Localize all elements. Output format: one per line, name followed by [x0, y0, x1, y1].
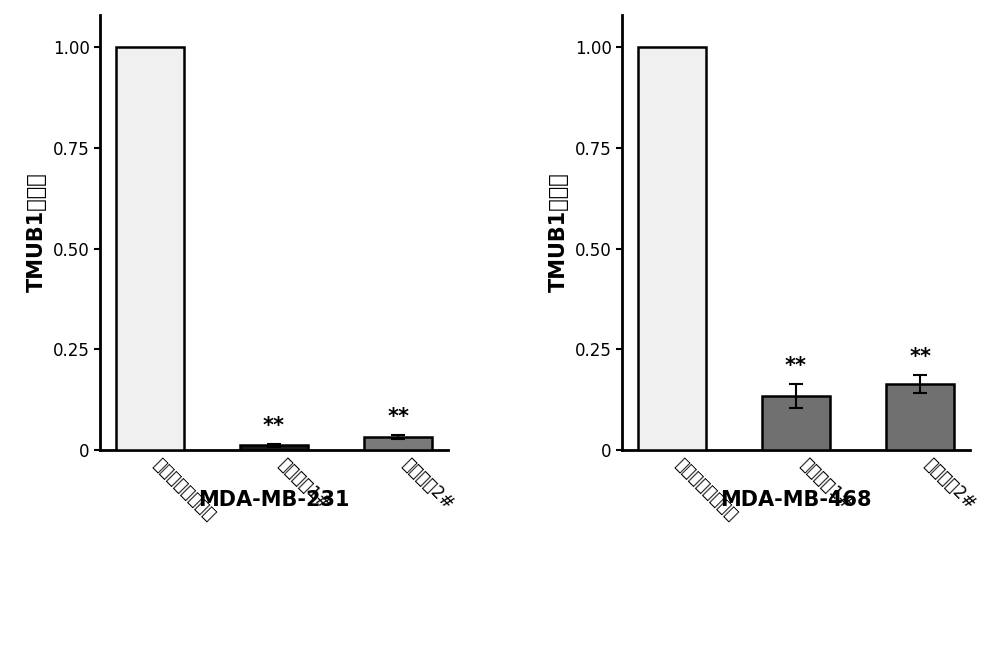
Bar — [762, 396, 830, 450]
Text: **: ** — [263, 416, 285, 436]
Text: MDA-MB-468: MDA-MB-468 — [720, 490, 872, 510]
Text: TMUB1表达量: TMUB1表达量 — [27, 173, 47, 293]
Bar — [364, 437, 432, 450]
Text: **: ** — [785, 355, 807, 375]
Bar — [240, 446, 308, 450]
Bar — [638, 47, 706, 450]
Bar — [116, 47, 184, 450]
Text: **: ** — [909, 347, 931, 367]
Text: TMUB1表达量: TMUB1表达量 — [549, 173, 569, 293]
Text: **: ** — [387, 406, 409, 427]
Text: MDA-MB-231: MDA-MB-231 — [198, 490, 350, 510]
Bar — [886, 384, 954, 450]
